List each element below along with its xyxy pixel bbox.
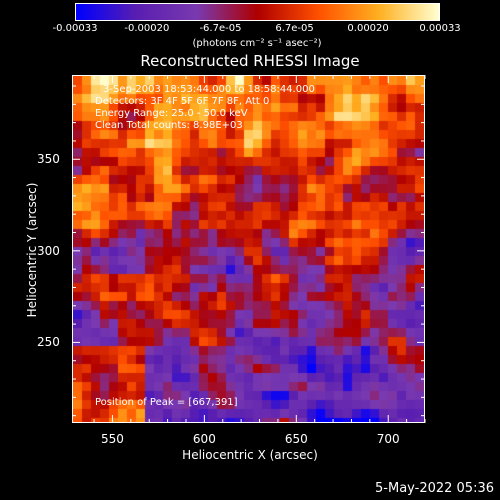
- y-tick-label: 350: [37, 152, 60, 167]
- x-tick-label: 700: [376, 432, 400, 446]
- colorbar-tick-label: -0.00033: [52, 23, 98, 34]
- colorbar-tick-label: -6.7e-05: [199, 23, 242, 34]
- x-tick-label: 650: [284, 432, 308, 446]
- colorbar-tick-label: 6.7e-05: [275, 23, 314, 34]
- x-axis-label: Heliocentric X (arcsec): [182, 448, 318, 462]
- x-tick-label: 550: [100, 432, 124, 446]
- plot-frame: [72, 75, 425, 423]
- time-range-text: 3-Sep-2003 18:53:44.000 to 18:58:44.000: [103, 84, 315, 95]
- y-tick-label: 300: [37, 243, 60, 258]
- algorithm-text: Clean Total counts: 8.98E+03: [95, 120, 243, 131]
- footer-date: 5-May-2022 05:36: [375, 481, 494, 496]
- colorbar-tick-label: 0.00033: [419, 23, 461, 34]
- colorbar-unit-label: (photons cm⁻² s⁻¹ asec⁻²): [192, 38, 322, 49]
- y-axis-label: Heliocentric Y (arcsec): [25, 182, 39, 318]
- colorbar: [75, 3, 440, 21]
- x-tick-label: 600: [192, 432, 216, 446]
- colorbar-tick-label: -0.00020: [124, 23, 170, 34]
- energy-range-text: Energy Range: 25.0 - 50.0 keV: [95, 108, 248, 119]
- peak-position-text: Position of Peak = [667,391]: [95, 397, 238, 408]
- y-tick-label: 250: [37, 335, 60, 350]
- chart-title: Reconstructed RHESSI Image: [140, 52, 360, 70]
- detectors-text: Detectors: 3F 4F 5F 6F 7F 8F, Att 0: [95, 96, 270, 107]
- heatmap-image: [73, 76, 424, 422]
- colorbar-tick-label: 0.00020: [347, 23, 389, 34]
